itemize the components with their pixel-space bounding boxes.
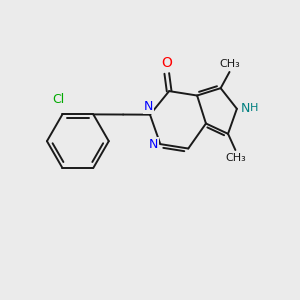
Text: Cl: Cl — [53, 93, 65, 106]
Text: O: O — [161, 56, 172, 70]
Text: N: N — [144, 100, 153, 113]
Text: O: O — [161, 56, 172, 70]
Text: H: H — [250, 103, 258, 113]
Text: N: N — [240, 102, 250, 115]
Text: N: N — [240, 102, 250, 115]
Text: CH₃: CH₃ — [220, 59, 241, 69]
Text: N: N — [149, 138, 158, 151]
Text: CH₃: CH₃ — [226, 153, 246, 163]
Text: N: N — [144, 100, 153, 113]
Text: N: N — [149, 138, 158, 151]
Text: Cl: Cl — [53, 93, 65, 106]
